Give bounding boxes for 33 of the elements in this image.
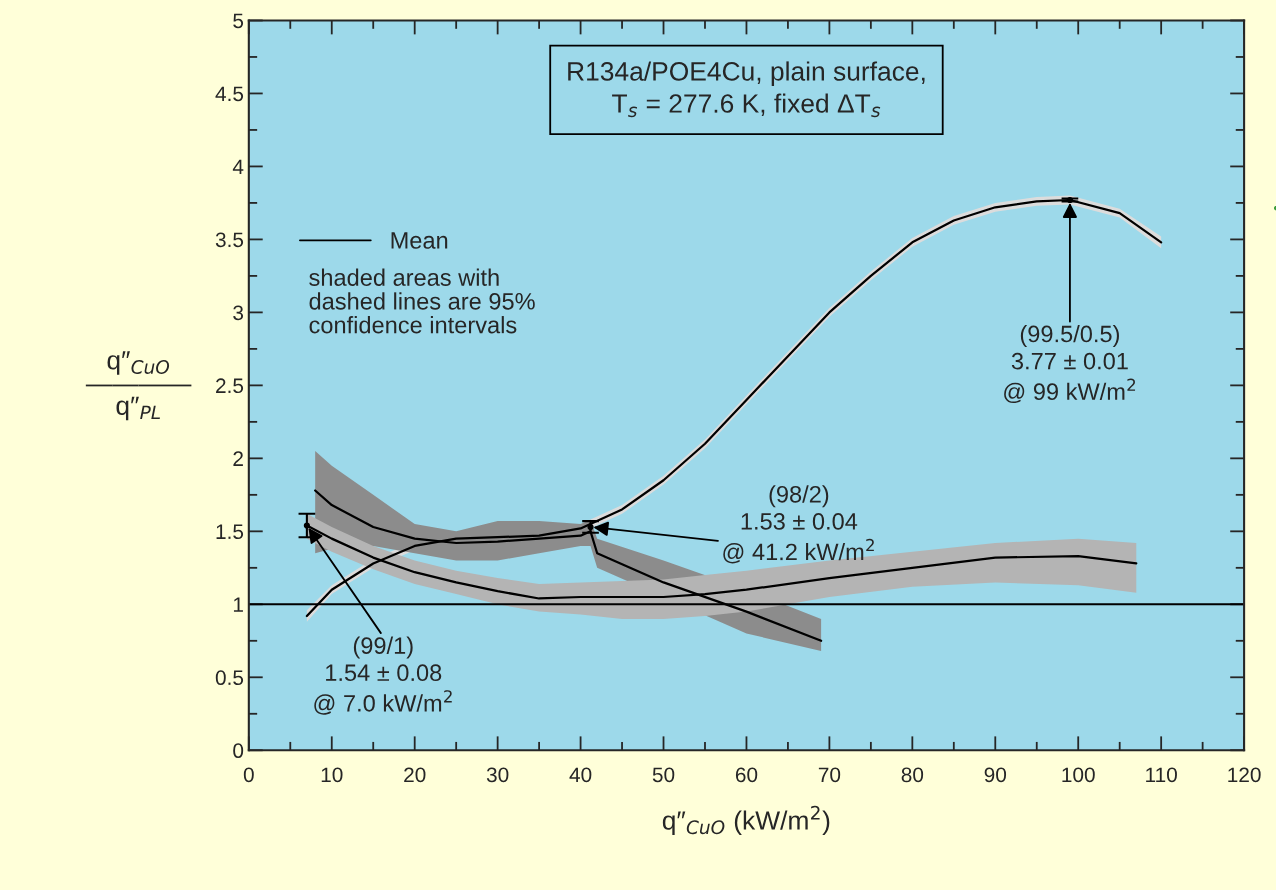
x-tick-label: 30 [486, 767, 509, 783]
x-tick-label: 110 [1146, 767, 1177, 783]
y-tick-label: 0.5 [215, 670, 244, 686]
x-tick-label: 40 [569, 767, 592, 783]
annotation: (98/2) 1.53 ± 0.04 @ 41.2 kW/m$^{2}$ [723, 485, 874, 564]
x-tick-label: 10 [321, 767, 343, 783]
y-tick-label: 0 [233, 743, 244, 759]
text: R134a/POE4Cu, plain surface, T$_{s}$ = 277.6 K, fixed ΔT$_{s}$ [568, 61, 925, 118]
x-tick-label: 90 [984, 767, 1007, 783]
y-tick-label: 3.5 [215, 232, 244, 248]
x-tick-label: 120 [1228, 767, 1261, 783]
x-tick-label: 0 [243, 767, 254, 783]
y-tick-label: 1.5 [216, 524, 244, 540]
y-tick-label: 2 [233, 451, 243, 466]
y-tick-label: 5 [233, 13, 244, 29]
x-tick-label: 50 [652, 767, 675, 783]
y-tick-label: 4.5 [215, 86, 244, 102]
y-tick-label: 4 [232, 159, 244, 174]
annotation: shaded areas with dashed lines are 95% confidence intervals [309, 268, 535, 334]
x-tick-label: 70 [818, 767, 841, 783]
point [303, 522, 310, 529]
y-tick-label: 2.5 [216, 378, 244, 394]
y-axis-title: q″$_{CuO}$ ―――― q″$_{PL}$ [85, 351, 192, 421]
annotation: (99/1) 1.54 ± 0.08 @ 7.0 kW/m$^{2}$ [314, 636, 452, 715]
y-tick-label: 3 [233, 305, 244, 321]
x-tick-label: 60 [735, 767, 758, 783]
annotation: Mean [391, 232, 448, 249]
x-tick-label: 20 [404, 767, 426, 783]
x-tick-label: 100 [1062, 767, 1095, 783]
y-tick-label: 1 [233, 597, 243, 612]
x-tick-label: 80 [901, 767, 924, 783]
annotation: (99.5/0.5) 3.77 ± 0.01 @ 99 kW/m$^{2}$ [1004, 325, 1136, 404]
x-axis-title: q″$_{CuO}$ (kW/m$^{2}$) [662, 805, 830, 836]
